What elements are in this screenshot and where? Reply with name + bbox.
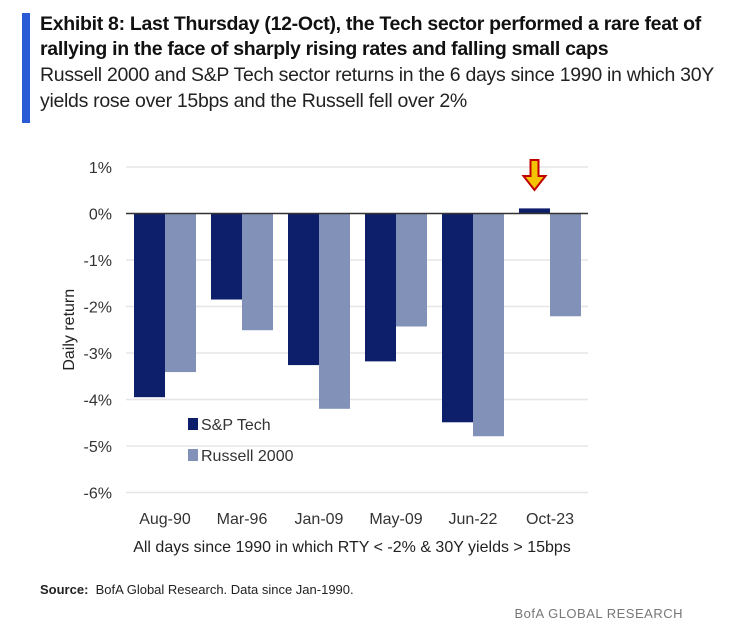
x-tick-label: Mar-96: [217, 511, 268, 528]
x-axis-label: All days since 1990 in which RTY < -2% &…: [133, 539, 571, 556]
bar-s-p-tech: [365, 213, 396, 362]
down-arrow-icon: [521, 159, 548, 192]
bar-russell-2000: [242, 213, 273, 331]
y-tick-label: -5%: [84, 439, 112, 456]
bar-russell-2000: [473, 213, 504, 437]
chart-title: Exhibit 8: Last Thursday (12-Oct), the T…: [40, 13, 701, 60]
bar-chart: 1% 0% -1% -2% -3% -4% -5% -6% Aug-90 Mar-96 Jan-09…: [61, 159, 588, 556]
bar-russell-2000: [396, 213, 427, 327]
y-tick-label: -4%: [84, 393, 112, 410]
legend-label: Russell 2000: [201, 448, 294, 465]
bar-s-p-tech: [288, 213, 319, 366]
legend-swatch: [188, 449, 198, 461]
x-tick-label: May-09: [369, 511, 422, 528]
y-tick-label: 0%: [89, 207, 112, 224]
x-tick-label: Jun-22: [449, 511, 498, 528]
bar-russell-2000: [165, 213, 196, 373]
y-tick-label: -1%: [84, 253, 112, 270]
source-text: BofA Global Research. Data since Jan-199…: [95, 582, 354, 597]
bar-s-p-tech: [442, 213, 473, 423]
source-label: Source:: [40, 582, 89, 597]
x-tick-label: Oct-23: [526, 511, 574, 528]
bar-russell-2000: [550, 213, 581, 317]
bar-s-p-tech: [134, 213, 165, 398]
x-tick-label: Aug-90: [139, 511, 191, 528]
brand-logo-text: BofA GLOBAL RESEARCH: [514, 606, 683, 621]
y-tick-label: -3%: [84, 346, 112, 363]
bar-s-p-tech: [519, 208, 550, 214]
accent-bar: [22, 13, 30, 123]
source-note: Source: BofA Global Research. Data since…: [40, 582, 354, 597]
legend-label: S&P Tech: [201, 417, 271, 434]
y-tick-label: -6%: [84, 486, 112, 503]
legend-swatch: [188, 418, 198, 430]
y-tick-label: 1%: [89, 160, 112, 177]
chart-subtitle: Russell 2000 and S&P Tech sector returns…: [40, 64, 714, 112]
bar-s-p-tech: [211, 213, 242, 300]
y-tick-label: -2%: [84, 300, 112, 317]
x-tick-label: Jan-09: [295, 511, 344, 528]
bar-russell-2000: [319, 213, 350, 409]
y-axis-label: Daily return: [61, 289, 78, 371]
